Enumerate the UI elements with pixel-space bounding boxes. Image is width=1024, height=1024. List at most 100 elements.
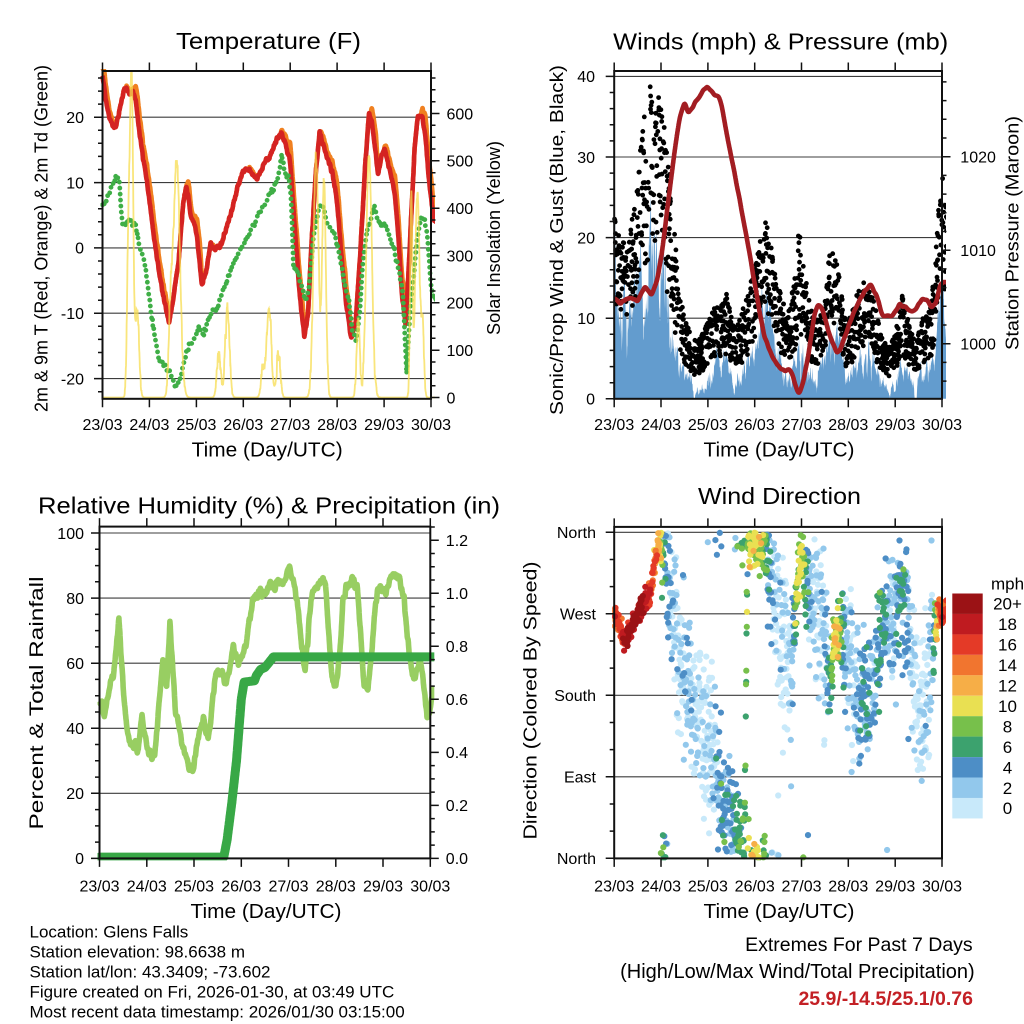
svg-text:30/03: 30/03 [411,417,451,434]
svg-text:20: 20 [66,786,84,803]
svg-text:14: 14 [998,656,1017,675]
svg-text:10: 10 [998,697,1017,716]
svg-text:-20: -20 [61,371,84,388]
svg-text:29/03: 29/03 [875,417,915,434]
svg-text:20: 20 [577,230,595,247]
svg-text:2: 2 [1003,779,1012,798]
svg-text:27/03: 27/03 [781,879,821,896]
svg-text:23/03: 23/03 [82,417,122,434]
svg-text:Station Pressure (Maroon): Station Pressure (Maroon) [1003,116,1023,350]
svg-text:Direction (Colored By Speed): Direction (Colored By Speed) [520,562,541,840]
svg-text:27/03: 27/03 [268,879,308,896]
svg-text:24/03: 24/03 [641,879,681,896]
svg-text:25.9/-14.5/25.1/0.76: 25.9/-14.5/25.1/0.76 [798,988,973,1010]
svg-text:500: 500 [447,154,474,171]
svg-text:23/03: 23/03 [79,879,119,896]
svg-text:16: 16 [998,636,1017,655]
svg-text:1.0: 1.0 [446,586,468,603]
svg-text:300: 300 [447,248,474,265]
svg-text:0.6: 0.6 [446,692,468,709]
svg-text:Relative Humidity (%) & Precip: Relative Humidity (%) & Precipitation (i… [38,492,500,518]
svg-text:Extremes For Past 7 Days: Extremes For Past 7 Days [745,934,973,956]
svg-text:40: 40 [66,721,84,738]
svg-text:26/03: 26/03 [221,879,261,896]
svg-text:0.2: 0.2 [446,798,468,815]
svg-text:0: 0 [75,851,84,868]
svg-text:20: 20 [66,110,84,127]
svg-text:Percent & Total Rainfall: Percent & Total Rainfall [27,577,48,830]
svg-text:30/03: 30/03 [922,417,962,434]
svg-text:25/03: 25/03 [174,879,214,896]
svg-text:23/03: 23/03 [594,879,634,896]
svg-text:25/03: 25/03 [688,879,728,896]
svg-text:12: 12 [998,677,1017,696]
svg-text:0.4: 0.4 [446,745,468,762]
svg-text:29/03: 29/03 [364,417,404,434]
svg-text:6: 6 [1003,738,1012,757]
svg-text:Time (Day/UTC): Time (Day/UTC) [704,900,855,923]
svg-text:0: 0 [447,390,456,407]
svg-text:60: 60 [66,656,84,673]
svg-text:1.2: 1.2 [446,533,468,550]
svg-text:Solar Insolation (Yellow): Solar Insolation (Yellow) [483,141,504,335]
svg-text:1010: 1010 [960,243,996,260]
svg-text:80: 80 [66,591,84,608]
svg-text:26/03: 26/03 [223,417,263,434]
svg-text:mph: mph [991,575,1024,594]
svg-text:Time (Day/UTC): Time (Day/UTC) [704,438,855,461]
svg-text:30/03: 30/03 [922,879,962,896]
svg-text:0: 0 [586,392,595,409]
svg-text:0: 0 [1003,799,1012,818]
svg-text:-10: -10 [61,306,84,323]
svg-text:South: South [554,688,596,705]
svg-text:Wind Direction: Wind Direction [698,483,861,509]
svg-text:Station lat/lon: 43.3409; -73.: Station lat/lon: 43.3409; -73.602 [30,963,271,982]
svg-text:1000: 1000 [960,337,996,354]
svg-text:8: 8 [1003,717,1012,736]
svg-text:2m & 9m T (Red, Orange) & 2m T: 2m & 9m T (Red, Orange) & 2m Td (Green) [31,65,52,412]
svg-text:25/03: 25/03 [176,417,216,434]
svg-text:Station elevation: 98.6638 m: Station elevation: 98.6638 m [30,943,245,962]
svg-text:24/03: 24/03 [641,417,681,434]
svg-text:100: 100 [57,526,84,543]
svg-text:Temperature (F): Temperature (F) [176,28,361,54]
svg-text:30: 30 [577,150,595,167]
svg-text:Most recent data timestamp: 20: Most recent data timestamp: 2026/01/30 0… [30,1003,405,1022]
svg-text:Time (Day/UTC): Time (Day/UTC) [192,438,343,461]
svg-text:(High/Low/Max Wind/Total Preci: (High/Low/Max Wind/Total Precipitation) [620,961,975,983]
svg-text:0.8: 0.8 [446,639,468,656]
svg-text:Figure created on Fri, 2026-01: Figure created on Fri, 2026-01-30, at 03… [30,983,395,1002]
svg-text:26/03: 26/03 [735,879,775,896]
svg-text:27/03: 27/03 [270,417,310,434]
svg-text:18: 18 [998,615,1017,634]
svg-text:26/03: 26/03 [735,417,775,434]
svg-text:28/03: 28/03 [828,417,868,434]
svg-text:100: 100 [447,343,474,360]
svg-text:North: North [557,525,596,542]
svg-text:29/03: 29/03 [875,879,915,896]
svg-text:40: 40 [577,69,595,86]
svg-text:1020: 1020 [960,150,996,167]
svg-text:24/03: 24/03 [129,417,169,434]
svg-text:28/03: 28/03 [828,879,868,896]
svg-text:10: 10 [66,175,84,192]
svg-text:27/03: 27/03 [781,417,821,434]
svg-text:29/03: 29/03 [363,879,403,896]
svg-text:20+: 20+ [993,595,1022,614]
svg-text:0: 0 [75,241,84,258]
svg-text:400: 400 [447,201,474,218]
svg-text:25/03: 25/03 [688,417,728,434]
svg-text:200: 200 [447,296,474,313]
svg-text:4: 4 [1003,758,1012,777]
svg-text:North: North [557,851,596,868]
svg-text:Winds (mph) & Pressure (mb): Winds (mph) & Pressure (mb) [613,29,948,55]
svg-text:28/03: 28/03 [317,417,357,434]
svg-text:Time (Day/UTC): Time (Day/UTC) [191,900,342,923]
svg-text:West: West [560,607,597,624]
svg-text:East: East [564,770,597,787]
svg-text:30/03: 30/03 [410,879,450,896]
svg-text:23/03: 23/03 [594,417,634,434]
svg-text:Sonic/Prop Wind & Gust (Blue,: Sonic/Prop Wind & Gust (Blue, Black) [546,65,567,415]
svg-text:600: 600 [447,106,474,123]
svg-text:0.0: 0.0 [446,851,468,868]
